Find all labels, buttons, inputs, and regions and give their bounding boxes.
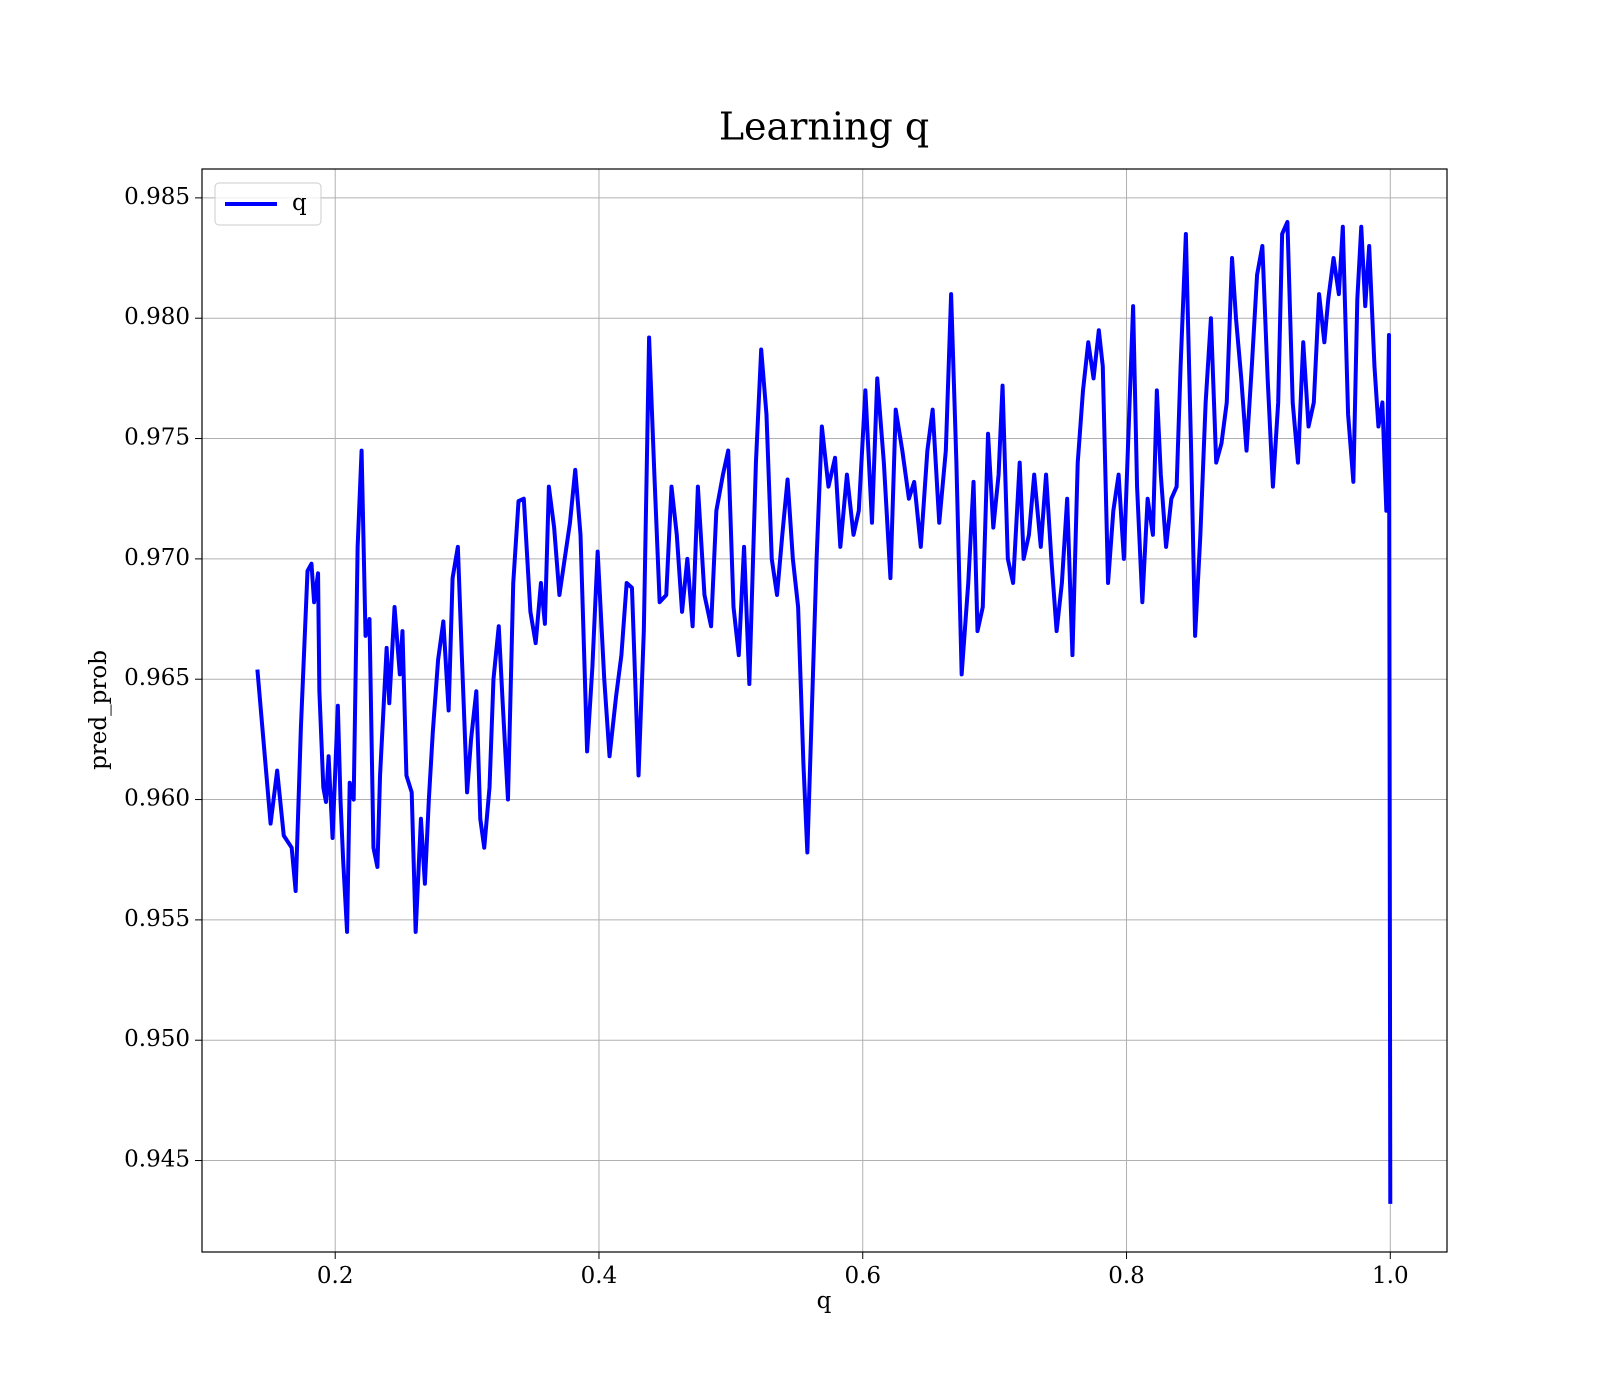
y-axis-label: pred_prob (86, 650, 112, 770)
plot-area (255, 219, 1393, 1204)
chart-title: Learning q (719, 105, 929, 149)
legend-label: q (292, 190, 307, 216)
legend: q (214, 182, 322, 226)
y-tick-label: 0.980 (124, 304, 190, 330)
data-line (255, 219, 1393, 1204)
y-tick-label: 0.955 (124, 906, 190, 932)
y-tick-label: 0.985 (124, 184, 190, 210)
y-tick-label: 0.945 (124, 1147, 190, 1173)
x-tick-label: 0.8 (1108, 1263, 1145, 1289)
x-axis-label: q (817, 1288, 832, 1314)
x-tick-label: 0.4 (581, 1263, 618, 1289)
x-tick-label: 1.0 (1372, 1263, 1409, 1289)
y-tick-label: 0.965 (124, 665, 190, 691)
y-tick-label: 0.950 (124, 1026, 190, 1052)
y-tick-label: 0.975 (124, 425, 190, 451)
x-tick-label: 0.6 (844, 1263, 881, 1289)
y-tick-label: 0.970 (124, 545, 190, 571)
y-tick-label: 0.960 (124, 786, 190, 812)
x-tick-label: 0.2 (317, 1263, 354, 1289)
axes-frame (201, 168, 1448, 1253)
